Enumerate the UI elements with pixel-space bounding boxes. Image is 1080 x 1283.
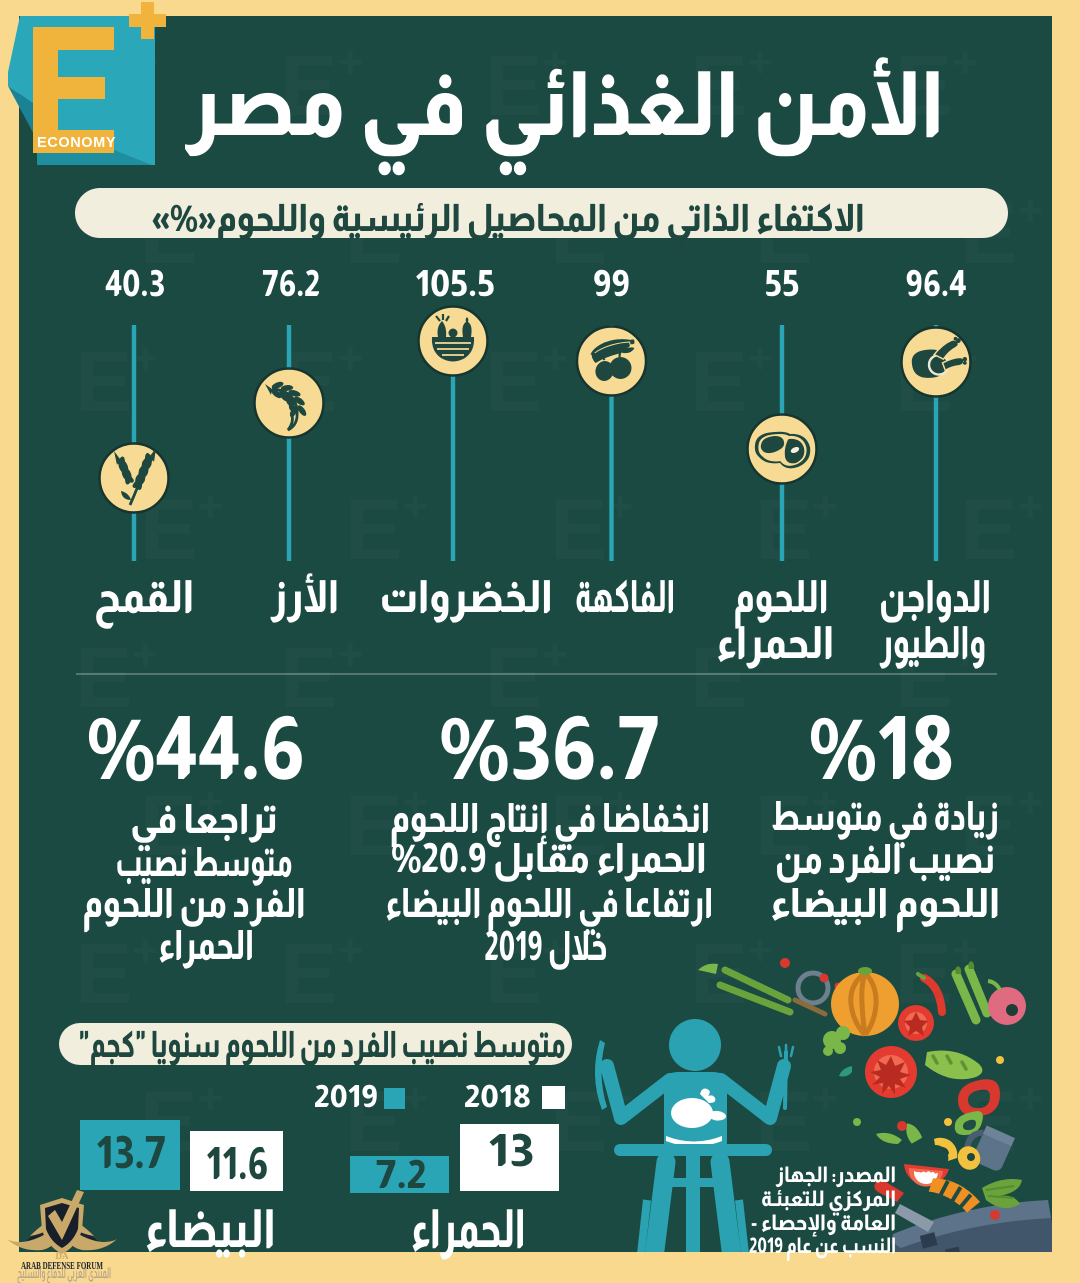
svg-text:DA: DA (56, 1251, 69, 1261)
svg-text:ARAB DEFENSE FORUM: ARAB DEFENSE FORUM (21, 1261, 103, 1272)
svg-text:E+: E+ (690, 334, 773, 430)
svg-text:E+: E+ (755, 482, 838, 578)
svg-text:E+: E+ (485, 334, 568, 430)
svg-text:E+: E+ (960, 482, 1043, 578)
svg-text:E+: E+ (485, 926, 568, 1022)
svg-text:E+: E+ (550, 482, 633, 578)
svg-text:E+: E+ (280, 38, 363, 134)
svg-text:E+: E+ (690, 630, 773, 726)
svg-text:E+: E+ (75, 334, 158, 430)
svg-text:ECONOMY: ECONOMY (37, 135, 116, 151)
svg-text:E+: E+ (345, 482, 428, 578)
svg-text:E+: E+ (75, 630, 158, 726)
svg-text:E+: E+ (280, 926, 363, 1022)
svg-text:E+: E+ (485, 630, 568, 726)
svg-text:E+: E+ (280, 630, 363, 726)
svg-text:E+: E+ (75, 926, 158, 1022)
